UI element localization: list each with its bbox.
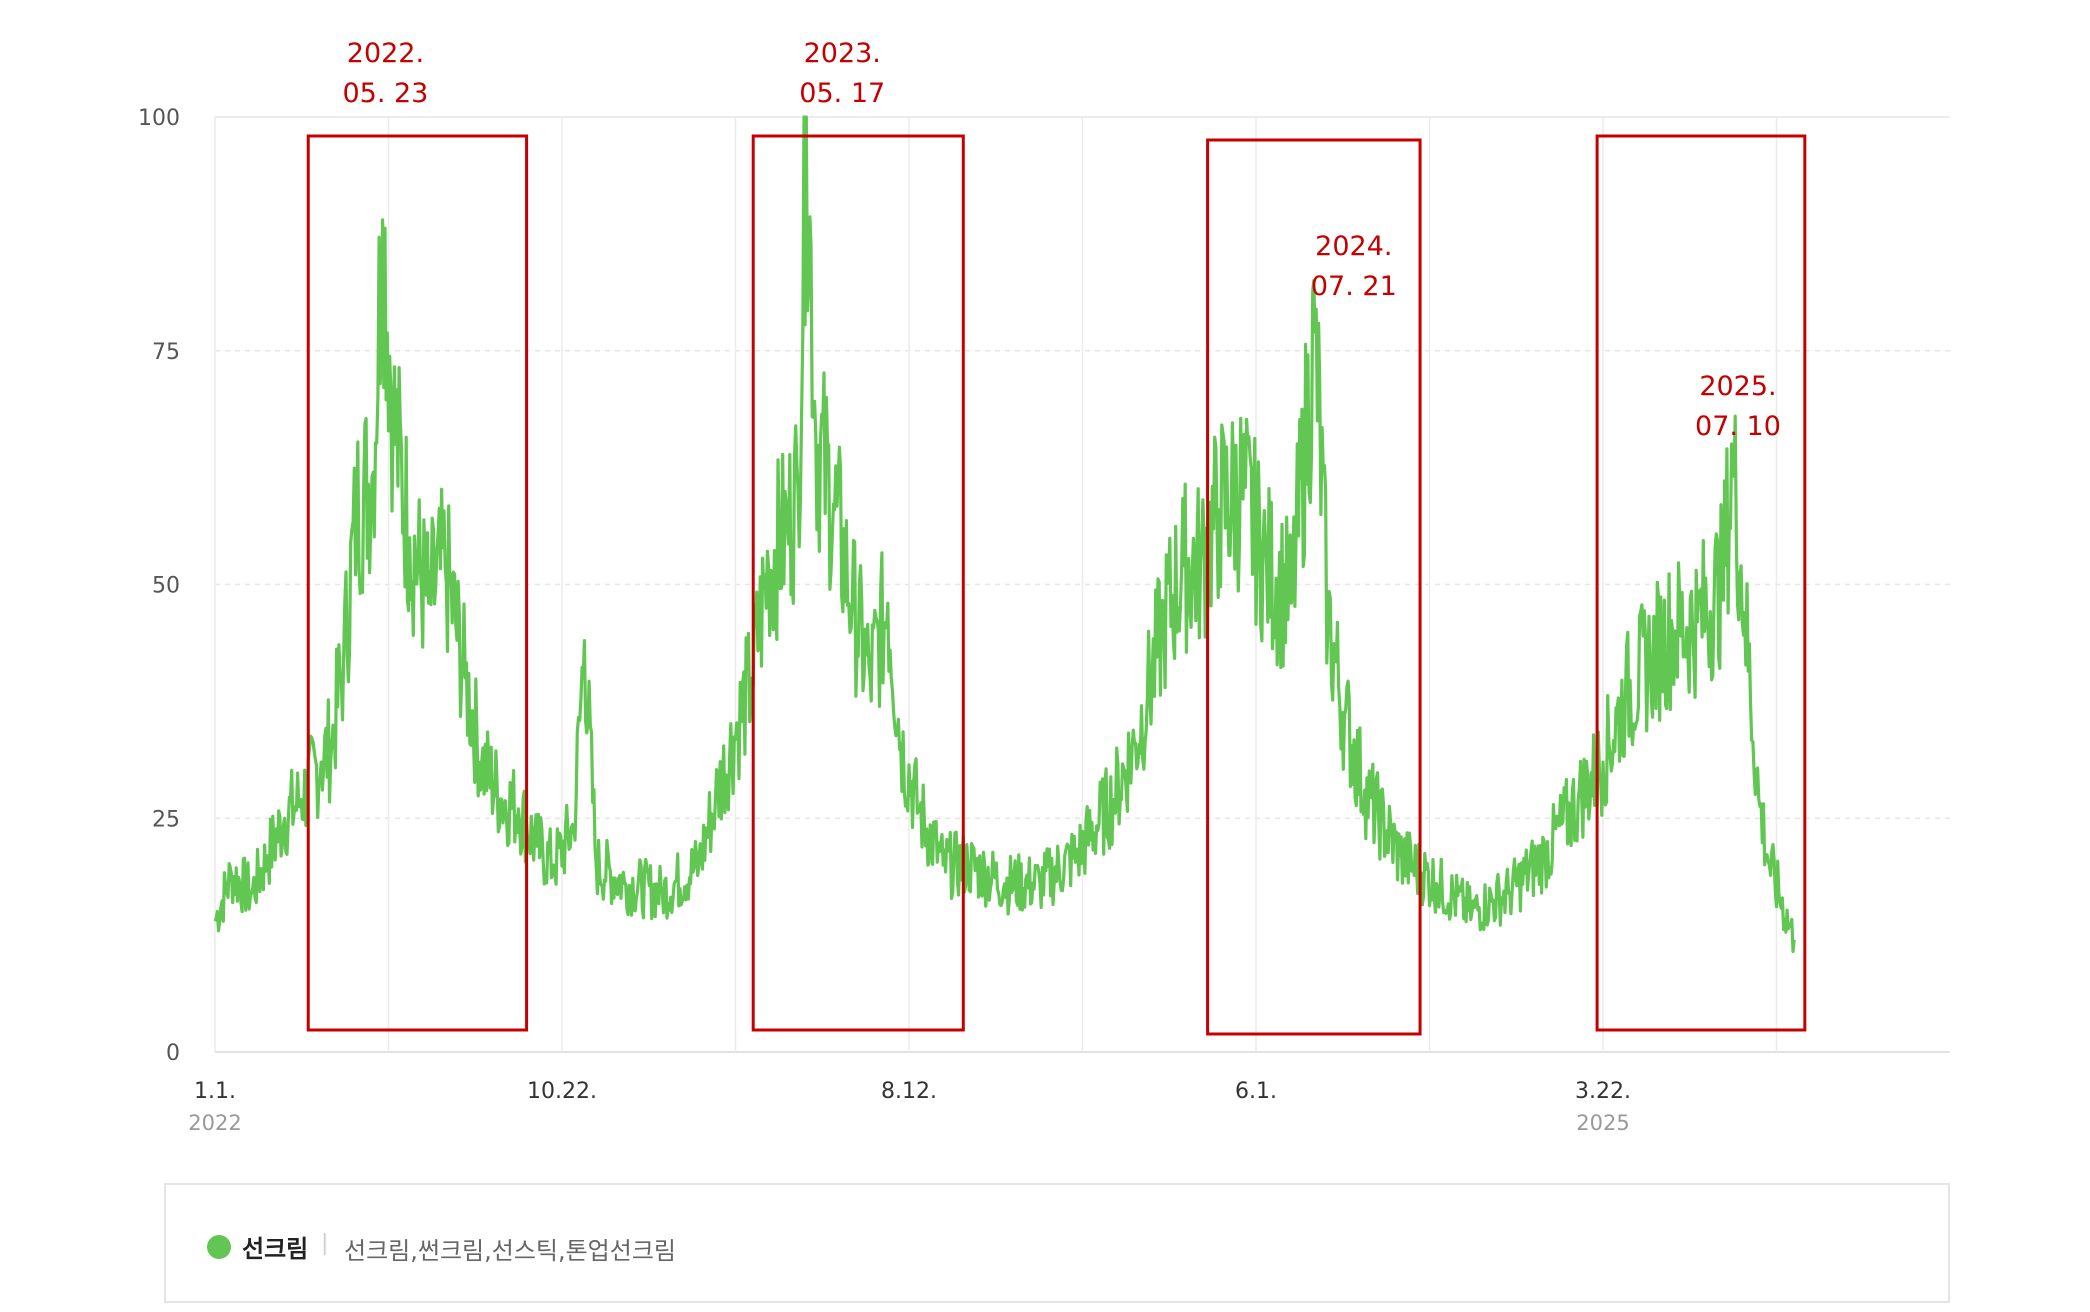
legend-separator: | — [321, 1231, 329, 1256]
legend-dot-icon — [207, 1235, 231, 1259]
series-line — [213, 115, 1796, 953]
y-tick-label: 75 — [152, 340, 180, 365]
x-tick-label: 8.12. — [881, 1079, 937, 1104]
highlight-box — [751, 134, 965, 1032]
legend-series-name[interactable]: 선크림 — [242, 1235, 309, 1263]
annotation-year: 2022. — [347, 38, 424, 69]
highlight-box — [1595, 134, 1807, 1032]
annotation-year: 2024. — [1315, 231, 1392, 262]
y-axis-ticks: 0 25 50 75 100 — [138, 106, 180, 1066]
y-tick-label: 0 — [166, 1041, 180, 1066]
y-tick-label: 100 — [138, 106, 180, 131]
annotation-date: 07. 10 — [1695, 411, 1781, 442]
annotation-year: 2025. — [1699, 371, 1776, 402]
x-tick-year: 2025 — [1576, 1111, 1629, 1135]
x-tick-label: 1.1. — [194, 1079, 236, 1104]
grid — [214, 116, 1950, 1053]
x-tick-label: 3.22. — [1575, 1079, 1631, 1104]
x-tick-year: 2022 — [188, 1111, 241, 1135]
highlight-box — [306, 134, 529, 1032]
x-axis-ticks: 1.1. 2022 10.22. 8.12. 6.1. 3.22. 2025 — [188, 1079, 1631, 1135]
series-layer — [213, 115, 1796, 953]
annotation-date: 07. 21 — [1311, 271, 1397, 302]
x-tick-label: 10.22. — [527, 1079, 597, 1104]
y-tick-label: 25 — [152, 807, 180, 832]
legend-keywords: 선크림,썬크림,선스틱,톤업선크림 — [344, 1237, 677, 1265]
y-tick-label: 50 — [152, 574, 180, 599]
trend-chart: 0 25 50 75 100 1.1. 2022 10.22. 8.12. 6.1. 3.22. 2… — [138, 38, 1950, 1135]
annotation-date: 05. 17 — [799, 78, 885, 109]
highlight-box — [1206, 138, 1422, 1036]
x-tick-label: 6.1. — [1235, 1079, 1277, 1104]
legend: 선크림 | 선크림,썬크림,선스틱,톤업선크림 — [164, 1183, 1950, 1303]
annotations-layer: 2022. 05. 23 2023. 05. 17 2024. 07. 21 2025. 07… — [306, 38, 1807, 1036]
annotation-date: 05. 23 — [342, 78, 428, 109]
annotation-year: 2023. — [804, 38, 881, 69]
